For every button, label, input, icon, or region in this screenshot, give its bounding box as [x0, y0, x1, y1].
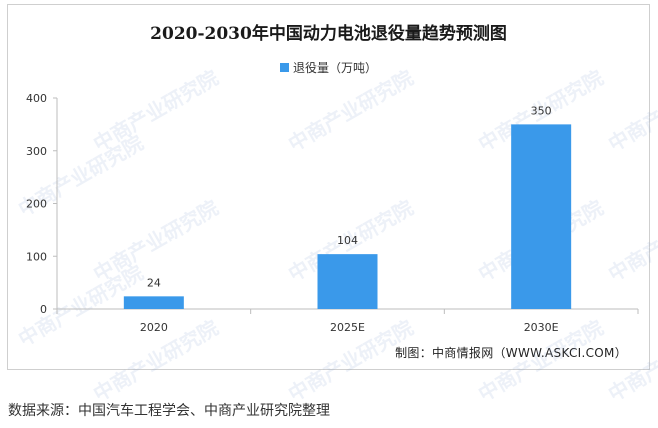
chart-title: 2020-2030年中国动力电池退役量趋势预测图 — [150, 24, 507, 44]
data-label: 104 — [337, 234, 358, 247]
chart-footer-credit: 制图：中商情报网（WWW.ASKCI.COM） — [395, 346, 627, 360]
chart-legend: 退役量（万吨） — [8, 59, 649, 76]
x-tick-label: 2020 — [140, 321, 168, 334]
bar-2025E — [317, 254, 378, 309]
y-tick-label: 300 — [26, 145, 47, 158]
legend-label: 退役量（万吨） — [292, 61, 377, 75]
data-source-note: 数据来源：中国汽车工程学会、中商产业研究院整理 — [8, 403, 330, 419]
bar-2020 — [123, 296, 184, 309]
bar-2030E — [511, 124, 572, 309]
x-tick-label: 2025E — [330, 321, 365, 334]
y-tick-label: 100 — [26, 250, 47, 263]
y-tick-label: 0 — [40, 303, 47, 316]
x-tick-label: 2030E — [524, 321, 559, 334]
legend-swatch — [279, 63, 289, 72]
y-tick-label: 400 — [26, 92, 47, 105]
data-label: 350 — [531, 104, 552, 117]
data-label: 24 — [147, 276, 161, 289]
y-tick-label: 200 — [26, 198, 47, 211]
